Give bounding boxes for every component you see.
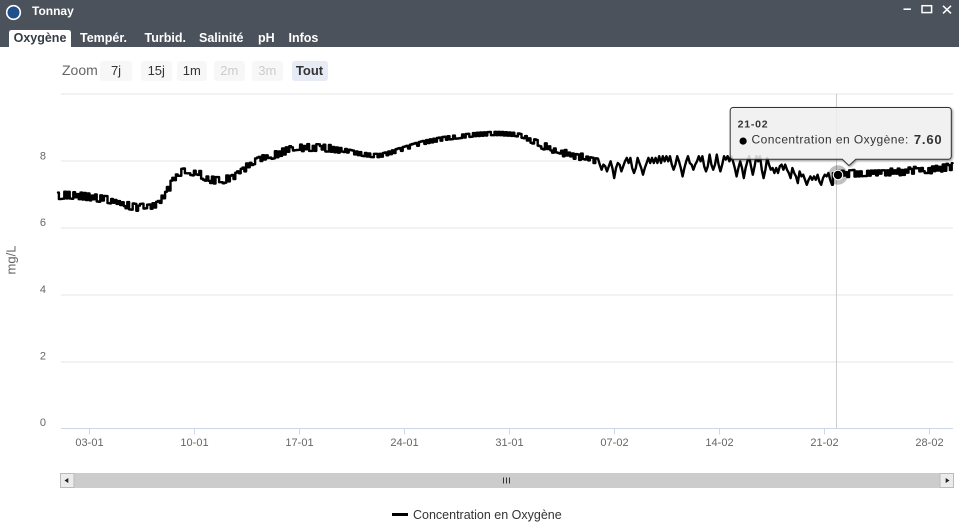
svg-text:10-01: 10-01 [180,437,208,449]
svg-text:21-02: 21-02 [810,437,838,449]
svg-text:4: 4 [40,284,46,296]
svg-text:28-02: 28-02 [915,437,943,449]
svg-text:24-01: 24-01 [390,437,418,449]
svg-text:mg/L: mg/L [4,246,19,275]
svg-text:Concentration en Oxygène: Concentration en Oxygène [413,508,562,522]
svg-text:17-01: 17-01 [285,437,313,449]
svg-text:14-02: 14-02 [705,437,733,449]
svg-text:21-02: 21-02 [738,118,769,130]
svg-text:0: 0 [40,417,46,429]
svg-text:8: 8 [40,151,46,163]
svg-text:Concentration en Oxygène:: Concentration en Oxygène: [752,133,909,147]
svg-text:7.60: 7.60 [914,132,943,147]
svg-text:6: 6 [40,217,46,229]
svg-text:03-01: 03-01 [75,437,103,449]
svg-text:31-01: 31-01 [495,437,523,449]
svg-text:2: 2 [40,351,46,363]
svg-text:07-02: 07-02 [600,437,628,449]
